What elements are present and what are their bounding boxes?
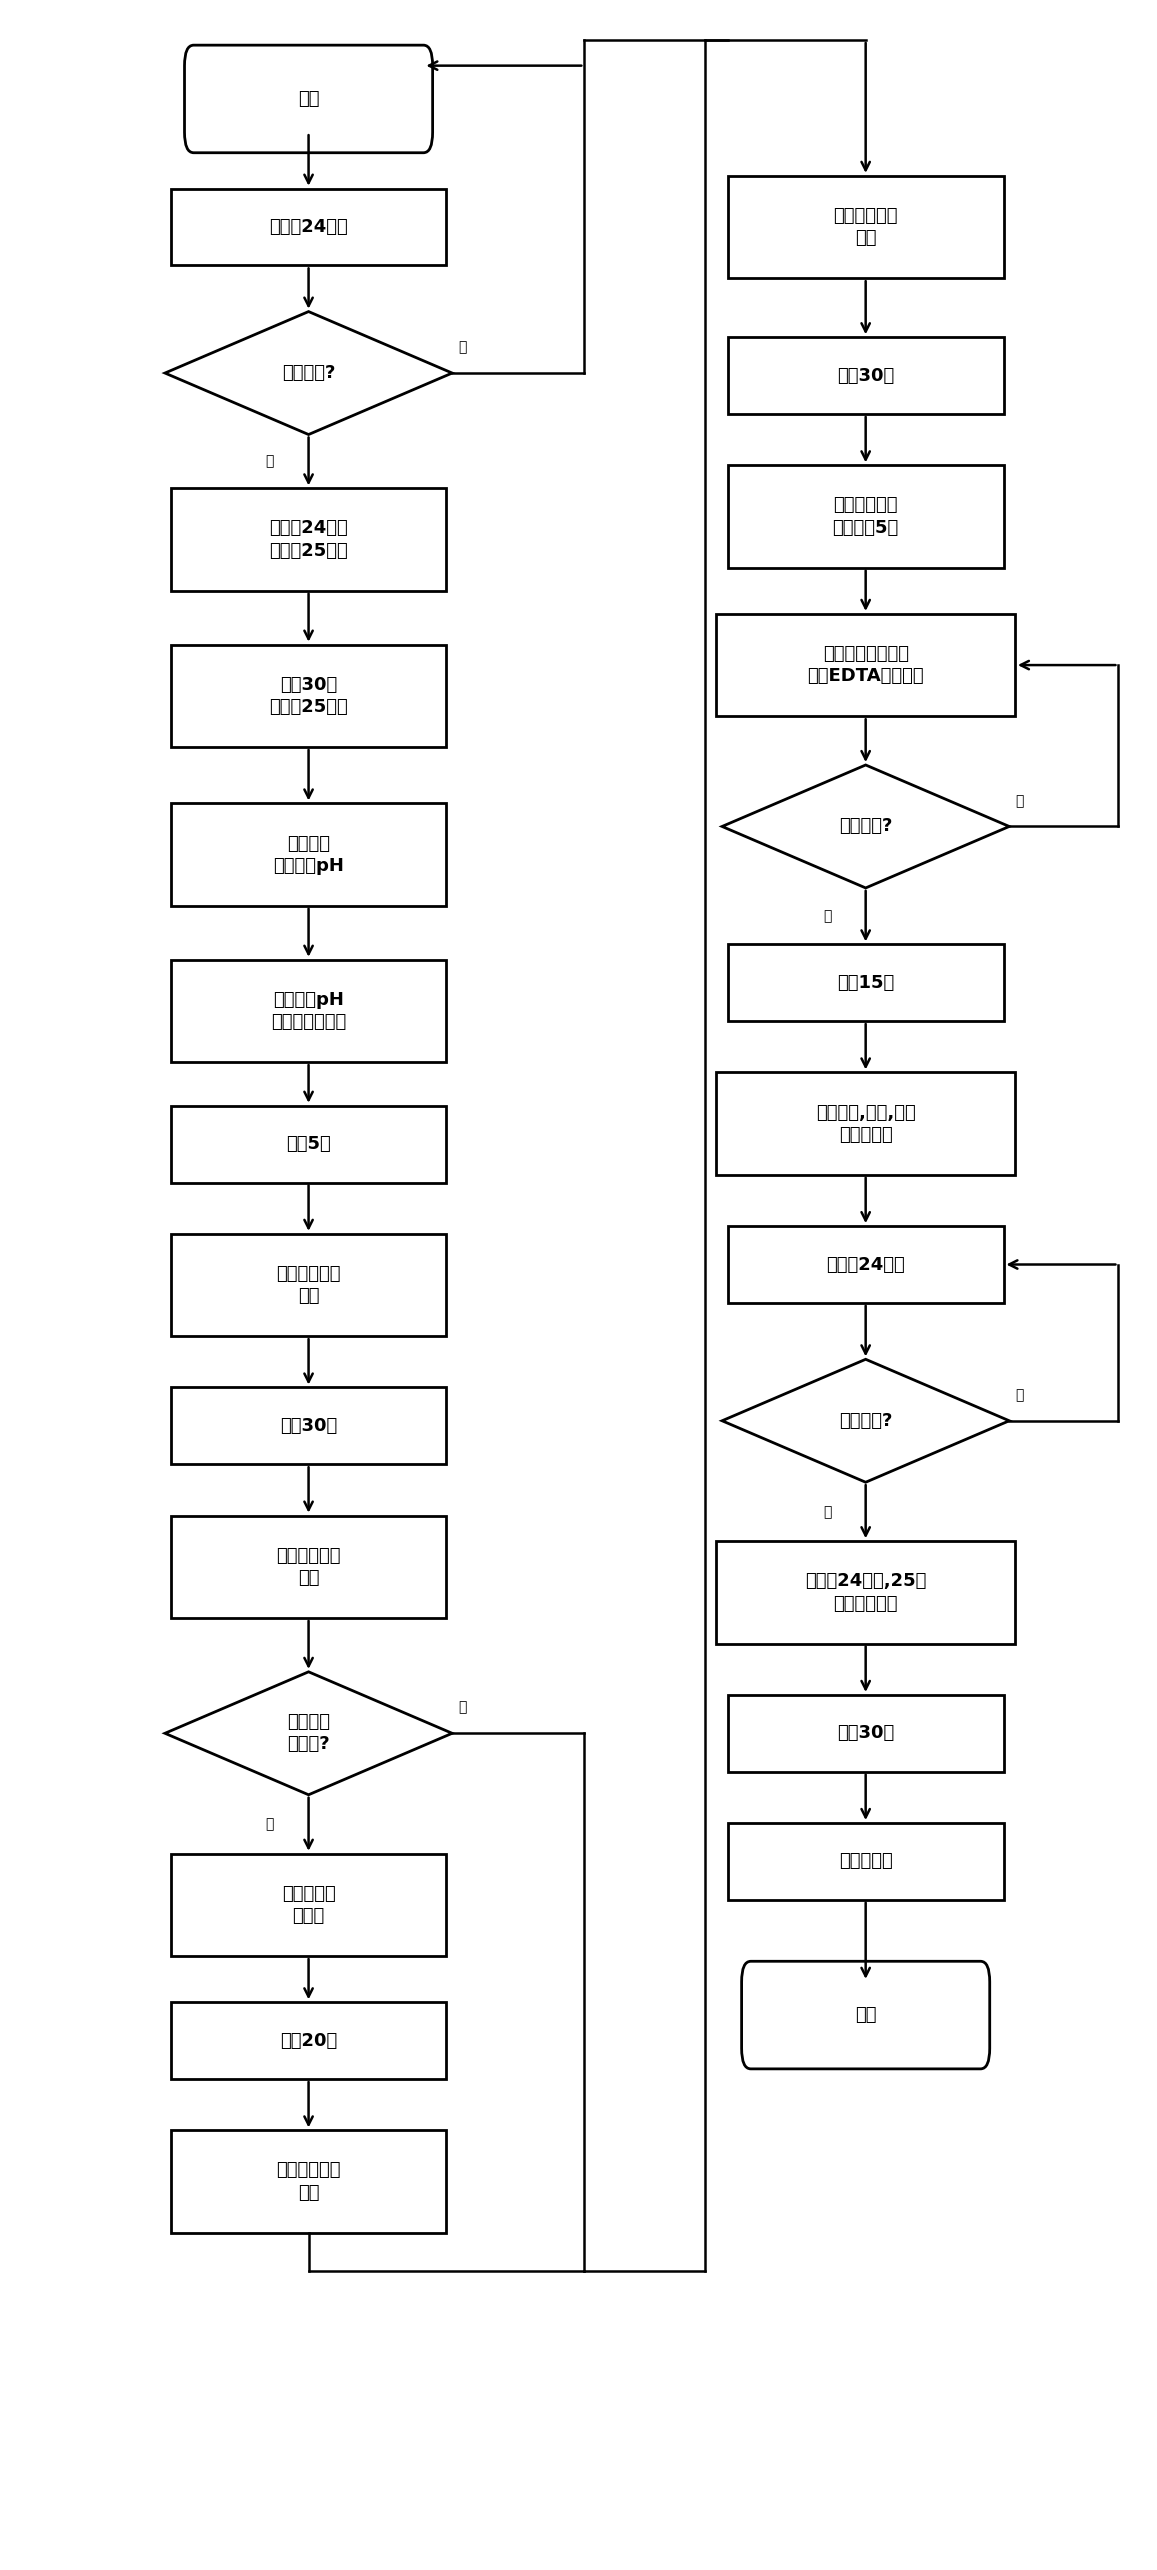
Text: 溢流杯满?: 溢流杯满?	[839, 1411, 892, 1429]
Text: 掩蔽剂进样
阀打开: 掩蔽剂进样 阀打开	[281, 1884, 336, 1925]
Text: 延时30秒: 延时30秒	[280, 1416, 337, 1434]
Text: 停止采集,滴定,搅拌
排废阀打开: 停止采集,滴定,搅拌 排废阀打开	[816, 1103, 915, 1144]
Text: 否: 否	[1015, 794, 1024, 807]
Text: 进样阀24打开: 进样阀24打开	[270, 218, 348, 236]
FancyBboxPatch shape	[184, 46, 433, 152]
Text: 采集图像开启滴定
进行EDTA滴定控制: 采集图像开启滴定 进行EDTA滴定控制	[808, 645, 924, 686]
Text: 开始搅拌
测量水质pH: 开始搅拌 测量水质pH	[273, 835, 344, 874]
Text: 进样阀24打开: 进样阀24打开	[826, 1257, 905, 1275]
Text: 延时30秒: 延时30秒	[837, 1724, 894, 1742]
FancyBboxPatch shape	[728, 1822, 1003, 1899]
Text: 延时5秒: 延时5秒	[286, 1136, 331, 1154]
Polygon shape	[722, 1360, 1009, 1483]
Text: 是: 是	[266, 455, 274, 468]
FancyBboxPatch shape	[171, 645, 447, 748]
FancyBboxPatch shape	[728, 943, 1003, 1020]
FancyBboxPatch shape	[171, 2002, 447, 2079]
FancyBboxPatch shape	[171, 1105, 447, 1182]
FancyBboxPatch shape	[716, 1072, 1015, 1174]
Text: 排废阀打开: 排废阀打开	[839, 1853, 892, 1871]
FancyBboxPatch shape	[171, 2131, 447, 2233]
FancyBboxPatch shape	[171, 1853, 447, 1956]
FancyBboxPatch shape	[728, 337, 1003, 414]
FancyBboxPatch shape	[171, 188, 447, 265]
Text: 延时20样: 延时20样	[280, 2033, 337, 2051]
FancyBboxPatch shape	[728, 465, 1003, 568]
FancyBboxPatch shape	[728, 175, 1003, 278]
Text: 缓冲液进样阀
关闭: 缓冲液进样阀 关闭	[277, 1547, 341, 1586]
Text: 延时15秒: 延时15秒	[837, 974, 894, 992]
FancyBboxPatch shape	[716, 1542, 1015, 1645]
Polygon shape	[722, 766, 1009, 889]
Text: 进样阀24闭合
进样阀25打开: 进样阀24闭合 进样阀25打开	[270, 519, 348, 560]
Text: 开始: 开始	[297, 90, 319, 108]
FancyBboxPatch shape	[171, 959, 447, 1061]
Text: 否: 否	[1015, 1388, 1024, 1403]
Text: 延时30秒: 延时30秒	[837, 368, 894, 386]
Text: 依据初始pH
控制滴加酸或碱: 依据初始pH 控制滴加酸或碱	[271, 992, 346, 1031]
Text: 否: 否	[458, 339, 466, 355]
Text: 是: 是	[823, 910, 831, 923]
Text: 是: 是	[266, 1817, 274, 1832]
FancyBboxPatch shape	[171, 1516, 447, 1619]
Text: 缓冲液进样阀
打开: 缓冲液进样阀 打开	[277, 1264, 341, 1306]
FancyBboxPatch shape	[728, 1226, 1003, 1303]
FancyBboxPatch shape	[171, 1388, 447, 1465]
FancyBboxPatch shape	[171, 804, 447, 905]
Text: 结束: 结束	[855, 2007, 876, 2025]
Text: 溢流杯满?: 溢流杯满?	[282, 365, 336, 383]
Text: 否: 否	[458, 1701, 466, 1714]
Text: 是否拐点?: 是否拐点?	[839, 817, 892, 835]
FancyBboxPatch shape	[742, 1961, 989, 2069]
FancyBboxPatch shape	[171, 488, 447, 591]
Text: 进样阀24闭合,25打
开排废阀关闭: 进样阀24闭合,25打 开排废阀关闭	[805, 1573, 927, 1611]
Text: 延时30秒
进样阀25闭合: 延时30秒 进样阀25闭合	[270, 676, 348, 717]
Text: 掩蔽剂进样阀
关闭: 掩蔽剂进样阀 关闭	[277, 2161, 341, 2202]
Polygon shape	[165, 311, 452, 434]
Text: 是否滴加
掩蔽剂?: 是否滴加 掩蔽剂?	[287, 1714, 330, 1753]
Text: 指示剂进样阀
关闭延时5秒: 指示剂进样阀 关闭延时5秒	[833, 496, 899, 537]
FancyBboxPatch shape	[171, 1234, 447, 1336]
FancyBboxPatch shape	[716, 614, 1015, 717]
Polygon shape	[165, 1673, 452, 1794]
Text: 是: 是	[823, 1503, 831, 1519]
FancyBboxPatch shape	[728, 1694, 1003, 1771]
Text: 指示剂进样阀
打开: 指示剂进样阀 打开	[833, 208, 898, 247]
